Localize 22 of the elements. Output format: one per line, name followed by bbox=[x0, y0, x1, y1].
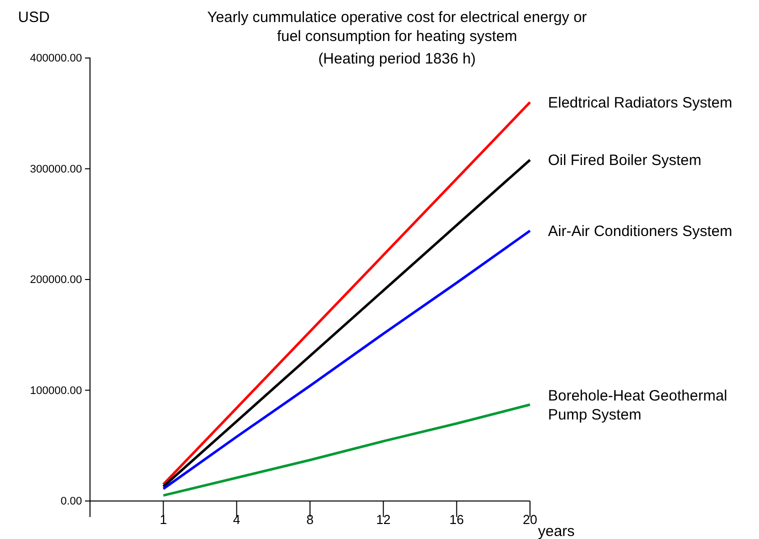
y-tick-label: 0.00 bbox=[60, 496, 82, 508]
x-axis-title: years bbox=[538, 523, 575, 539]
chart-title: Yearly cummulatice operative cost for electrical energy or fuel consumption for heating system bbox=[207, 9, 587, 45]
y-axis-title: USD bbox=[18, 9, 50, 26]
x-tick-label: 12 bbox=[376, 512, 391, 527]
x-tick-label: 8 bbox=[306, 512, 314, 527]
series-label: Borehole-Heat Geothermal Pump System bbox=[548, 388, 728, 424]
series-label: Eledtrical Radiators System bbox=[548, 94, 732, 112]
x-tick-label: 4 bbox=[233, 512, 240, 527]
x-tick-label: 16 bbox=[449, 512, 464, 527]
y-tick-label: 300000.00 bbox=[30, 163, 82, 176]
series-label: Air-Air Conditioners System bbox=[548, 222, 732, 240]
line-series bbox=[162, 101, 532, 486]
x-tick-label: 20 bbox=[522, 512, 538, 527]
y-tick-label: 200000.00 bbox=[30, 274, 82, 286]
line-series bbox=[162, 230, 532, 490]
line-series bbox=[162, 158, 532, 488]
series-label: Oil Fired Boiler System bbox=[548, 152, 702, 169]
chart-subtitle: (Heating period 1836 h) bbox=[318, 50, 476, 68]
line-series bbox=[162, 403, 532, 497]
y-tick-label: 400000.00 bbox=[30, 52, 82, 65]
y-tick-label: 100000.00 bbox=[30, 384, 82, 397]
